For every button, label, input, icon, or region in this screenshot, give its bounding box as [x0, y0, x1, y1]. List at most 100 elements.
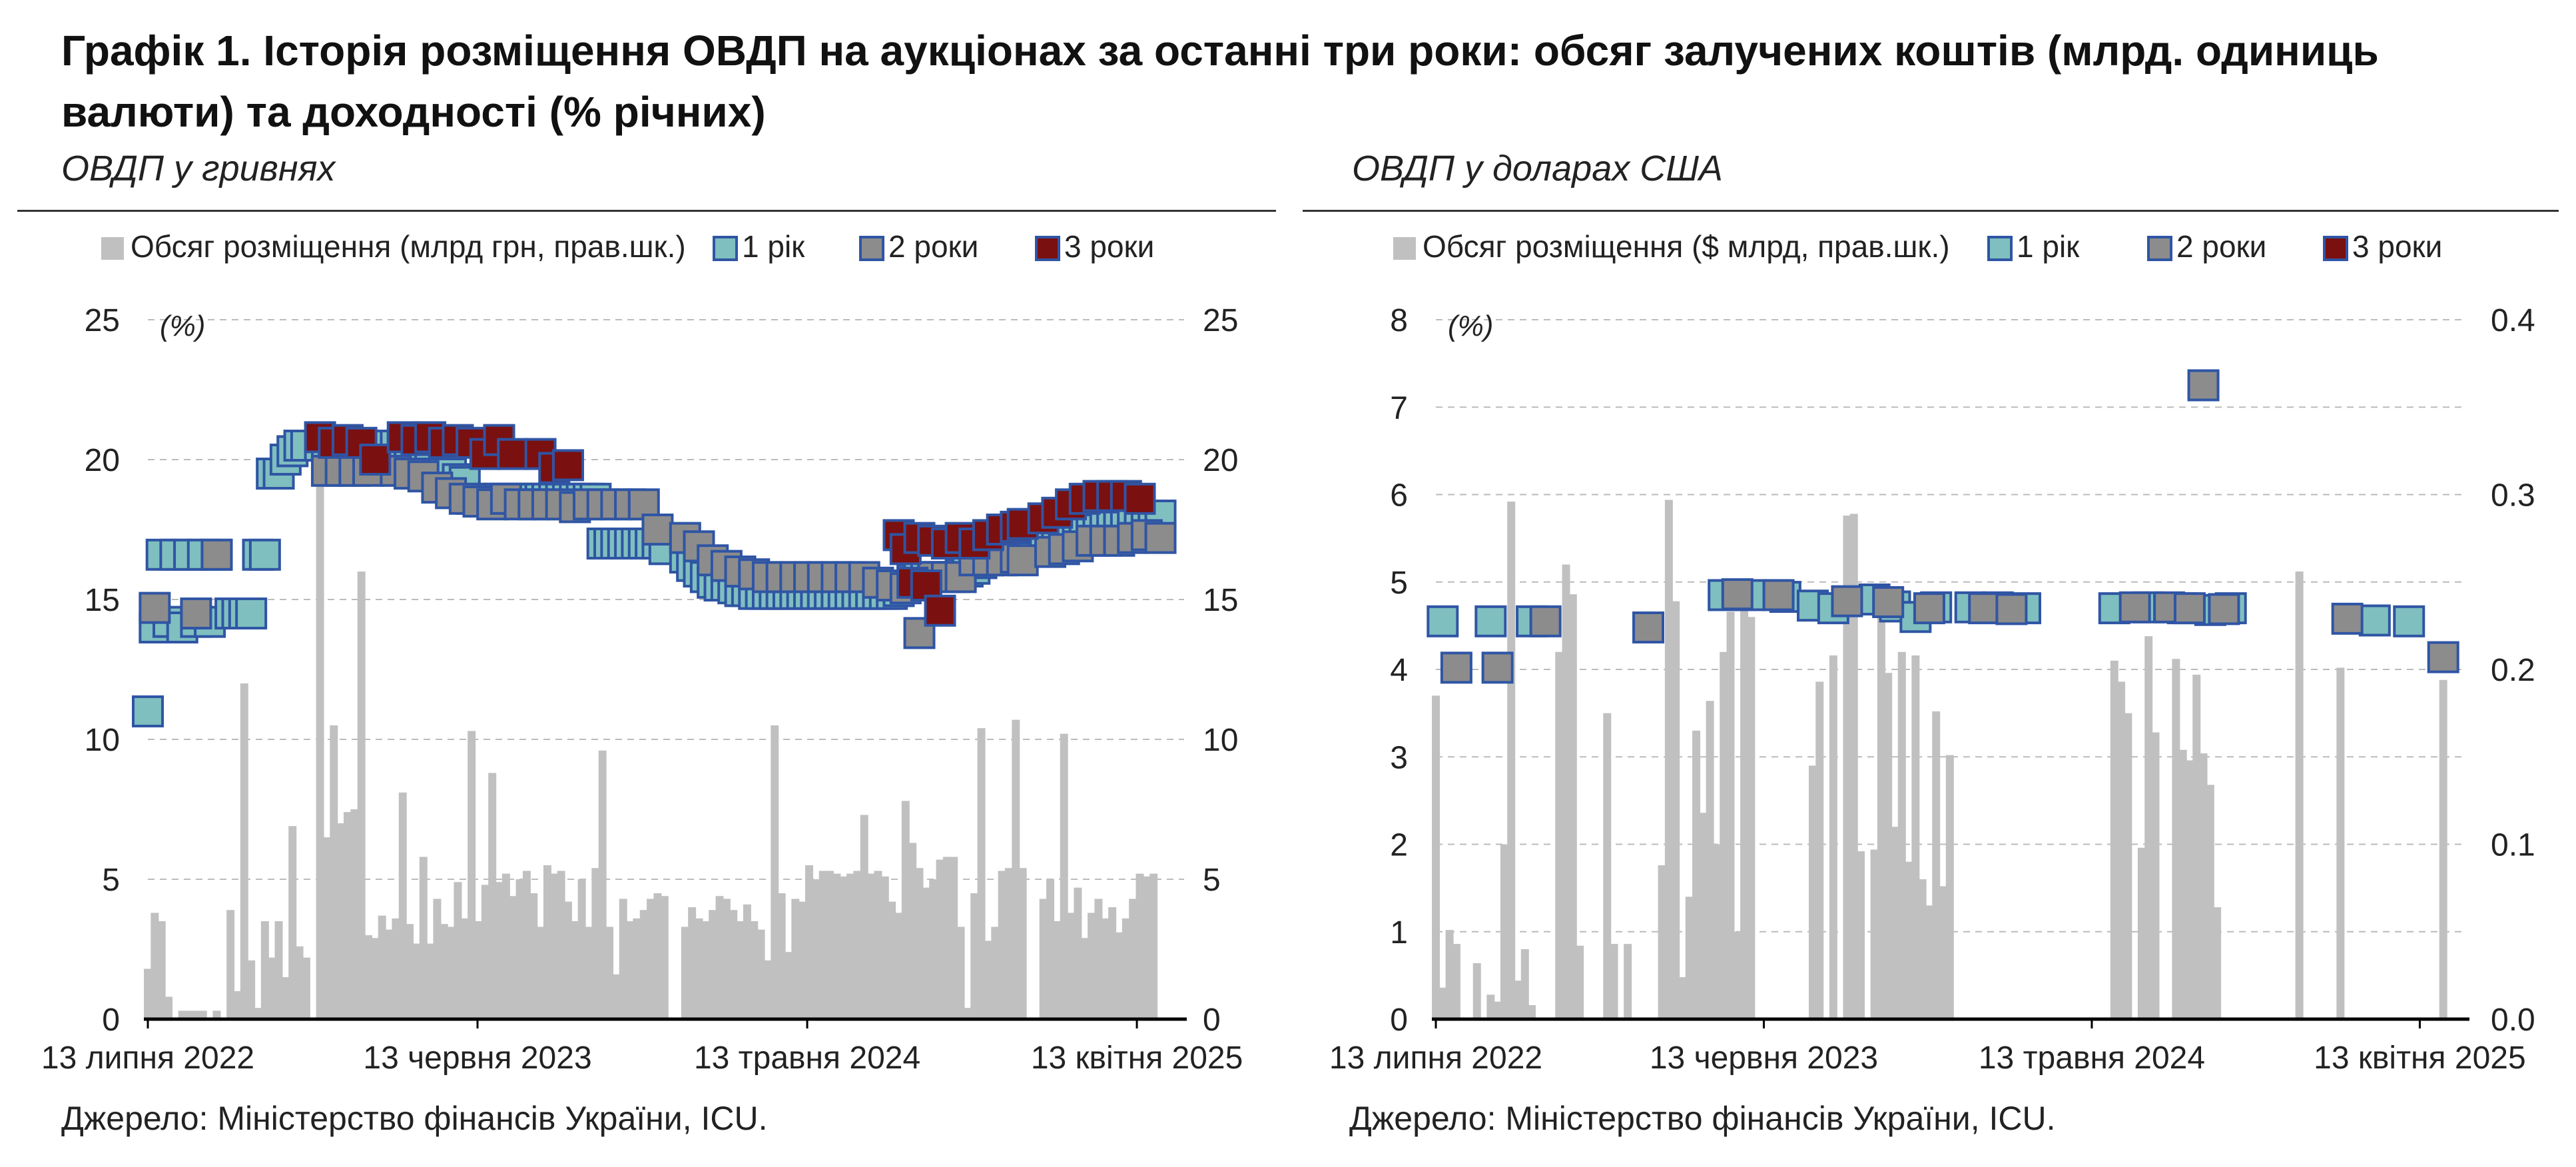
volume-bar — [1018, 868, 1027, 1019]
x-axis-tick-label: 13 червня 2023 — [363, 1040, 591, 1076]
volume-bar — [198, 1010, 207, 1019]
volume-bar — [956, 927, 965, 1019]
two-year-yield-marker — [1632, 611, 1665, 643]
volume-bar — [846, 873, 855, 1019]
one-year-yield-marker — [235, 597, 268, 629]
right-header-rule — [1303, 210, 2559, 212]
volume-bar — [2124, 713, 2132, 1019]
volume-bar — [936, 859, 944, 1019]
volume-bar — [1829, 655, 1837, 1019]
volume-bar — [302, 957, 310, 1019]
volume-bar — [729, 910, 738, 1019]
volume-bar — [929, 879, 938, 1019]
three-year-yield-marker — [359, 444, 392, 476]
volume-bar — [1843, 516, 1851, 1019]
volume-bar — [419, 857, 428, 1019]
volume-bar — [454, 882, 462, 1019]
volume-bar — [653, 893, 662, 1019]
volume-bar — [529, 893, 538, 1019]
volume-bar — [681, 927, 689, 1019]
volume-bar — [950, 857, 958, 1019]
volume-bar — [722, 899, 731, 1019]
volume-bar — [515, 879, 524, 1019]
x-axis-tick-label: 13 червня 2023 — [1650, 1040, 1878, 1076]
volume-bar — [536, 927, 545, 1019]
two-year-yield-marker — [1995, 593, 2028, 625]
two-year-yield-marker — [1968, 592, 2001, 625]
volume-bar — [268, 957, 276, 1019]
x-axis-tick-label: 13 липня 2022 — [1329, 1040, 1542, 1076]
legend-label: Обсяг розміщення ($ млрд, прав.шк.) — [1423, 229, 1950, 264]
volume-bar — [791, 899, 800, 1019]
volume-bar — [1918, 879, 1927, 1019]
volume-bar — [571, 921, 579, 1019]
volume-bar — [260, 921, 269, 1019]
volume-bar — [212, 1010, 221, 1019]
volume-bar — [915, 868, 924, 1019]
volume-bar — [894, 913, 903, 1019]
volume-bar — [1486, 994, 1495, 1019]
two-year-yield-marker — [1529, 605, 1562, 637]
volume-bar — [433, 899, 442, 1019]
volume-bar — [1074, 887, 1082, 1019]
two-year-yield-marker — [1762, 579, 1795, 611]
left-axis-tick-label: 15 — [85, 583, 120, 618]
legend-label: 2 роки — [2176, 229, 2266, 264]
volume-bar — [343, 812, 352, 1019]
left-axis-tick-label: 7 — [1390, 390, 1408, 426]
three-year-yield-marker — [551, 449, 584, 482]
volume-bar — [164, 996, 173, 1019]
volume-bar — [1142, 876, 1151, 1019]
volume-bar — [619, 899, 627, 1019]
two-year-yield-marker — [200, 538, 233, 571]
volume-bar — [371, 938, 380, 1019]
volume-bar — [1439, 987, 1447, 1019]
volume-bar — [688, 907, 697, 1019]
volume-bar — [1925, 905, 1933, 1019]
two-year-yield-marker — [2187, 369, 2220, 402]
x-axis-tick-label: 13 квітня 2025 — [2314, 1040, 2526, 1076]
volume-bar — [2336, 667, 2345, 1019]
left-axis-tick-label: 1 — [1390, 915, 1408, 951]
volume-bar — [908, 843, 917, 1019]
volume-bar — [1004, 868, 1013, 1019]
volume-bar — [577, 879, 586, 1019]
volume-bar — [812, 879, 820, 1019]
volume-bar — [509, 896, 517, 1019]
volume-bar — [1432, 695, 1440, 1019]
volume-bar — [1911, 655, 1920, 1019]
volume-bar — [1932, 711, 1941, 1019]
volume-bar — [144, 969, 152, 1019]
volume-bar — [639, 910, 648, 1019]
volume-bar — [1905, 861, 1913, 1019]
volume-bar — [157, 921, 166, 1019]
legend: Обсяг розміщення ($ млрд, прав.шк.) 1 рік… — [1393, 229, 2442, 264]
volume-bar — [398, 792, 407, 1019]
volume-bar — [406, 924, 414, 1019]
left-axis-tick-label: 5 — [1390, 566, 1408, 601]
volume-bar — [715, 896, 724, 1019]
volume-bar — [633, 918, 641, 1019]
volume-bar — [736, 921, 745, 1019]
volume-bar — [151, 913, 159, 1019]
two-year-yield-marker — [1872, 585, 1905, 618]
volume-bar — [2137, 847, 2146, 1019]
volume-bar — [1699, 813, 1708, 1019]
volume-bar — [1706, 701, 1714, 1019]
volume-bar — [1520, 949, 1529, 1019]
volume-bar — [426, 943, 435, 1019]
volume-bar — [2185, 760, 2194, 1019]
two-year-yield-marker — [1913, 592, 1945, 625]
two-year-yield-marker — [2331, 602, 2364, 635]
volume-bar — [1658, 865, 1666, 1019]
left-header-rule — [17, 210, 1276, 212]
legend-swatch — [713, 236, 738, 261]
volume-bar — [942, 857, 951, 1019]
volume-bar — [1720, 651, 1728, 1019]
volume-bar — [1012, 719, 1020, 1019]
volume-bar — [178, 1010, 186, 1019]
two-year-yield-marker — [139, 591, 171, 624]
volume-bar — [709, 910, 717, 1019]
volume-bar — [330, 725, 338, 1019]
volume-bar — [1528, 1005, 1536, 1019]
